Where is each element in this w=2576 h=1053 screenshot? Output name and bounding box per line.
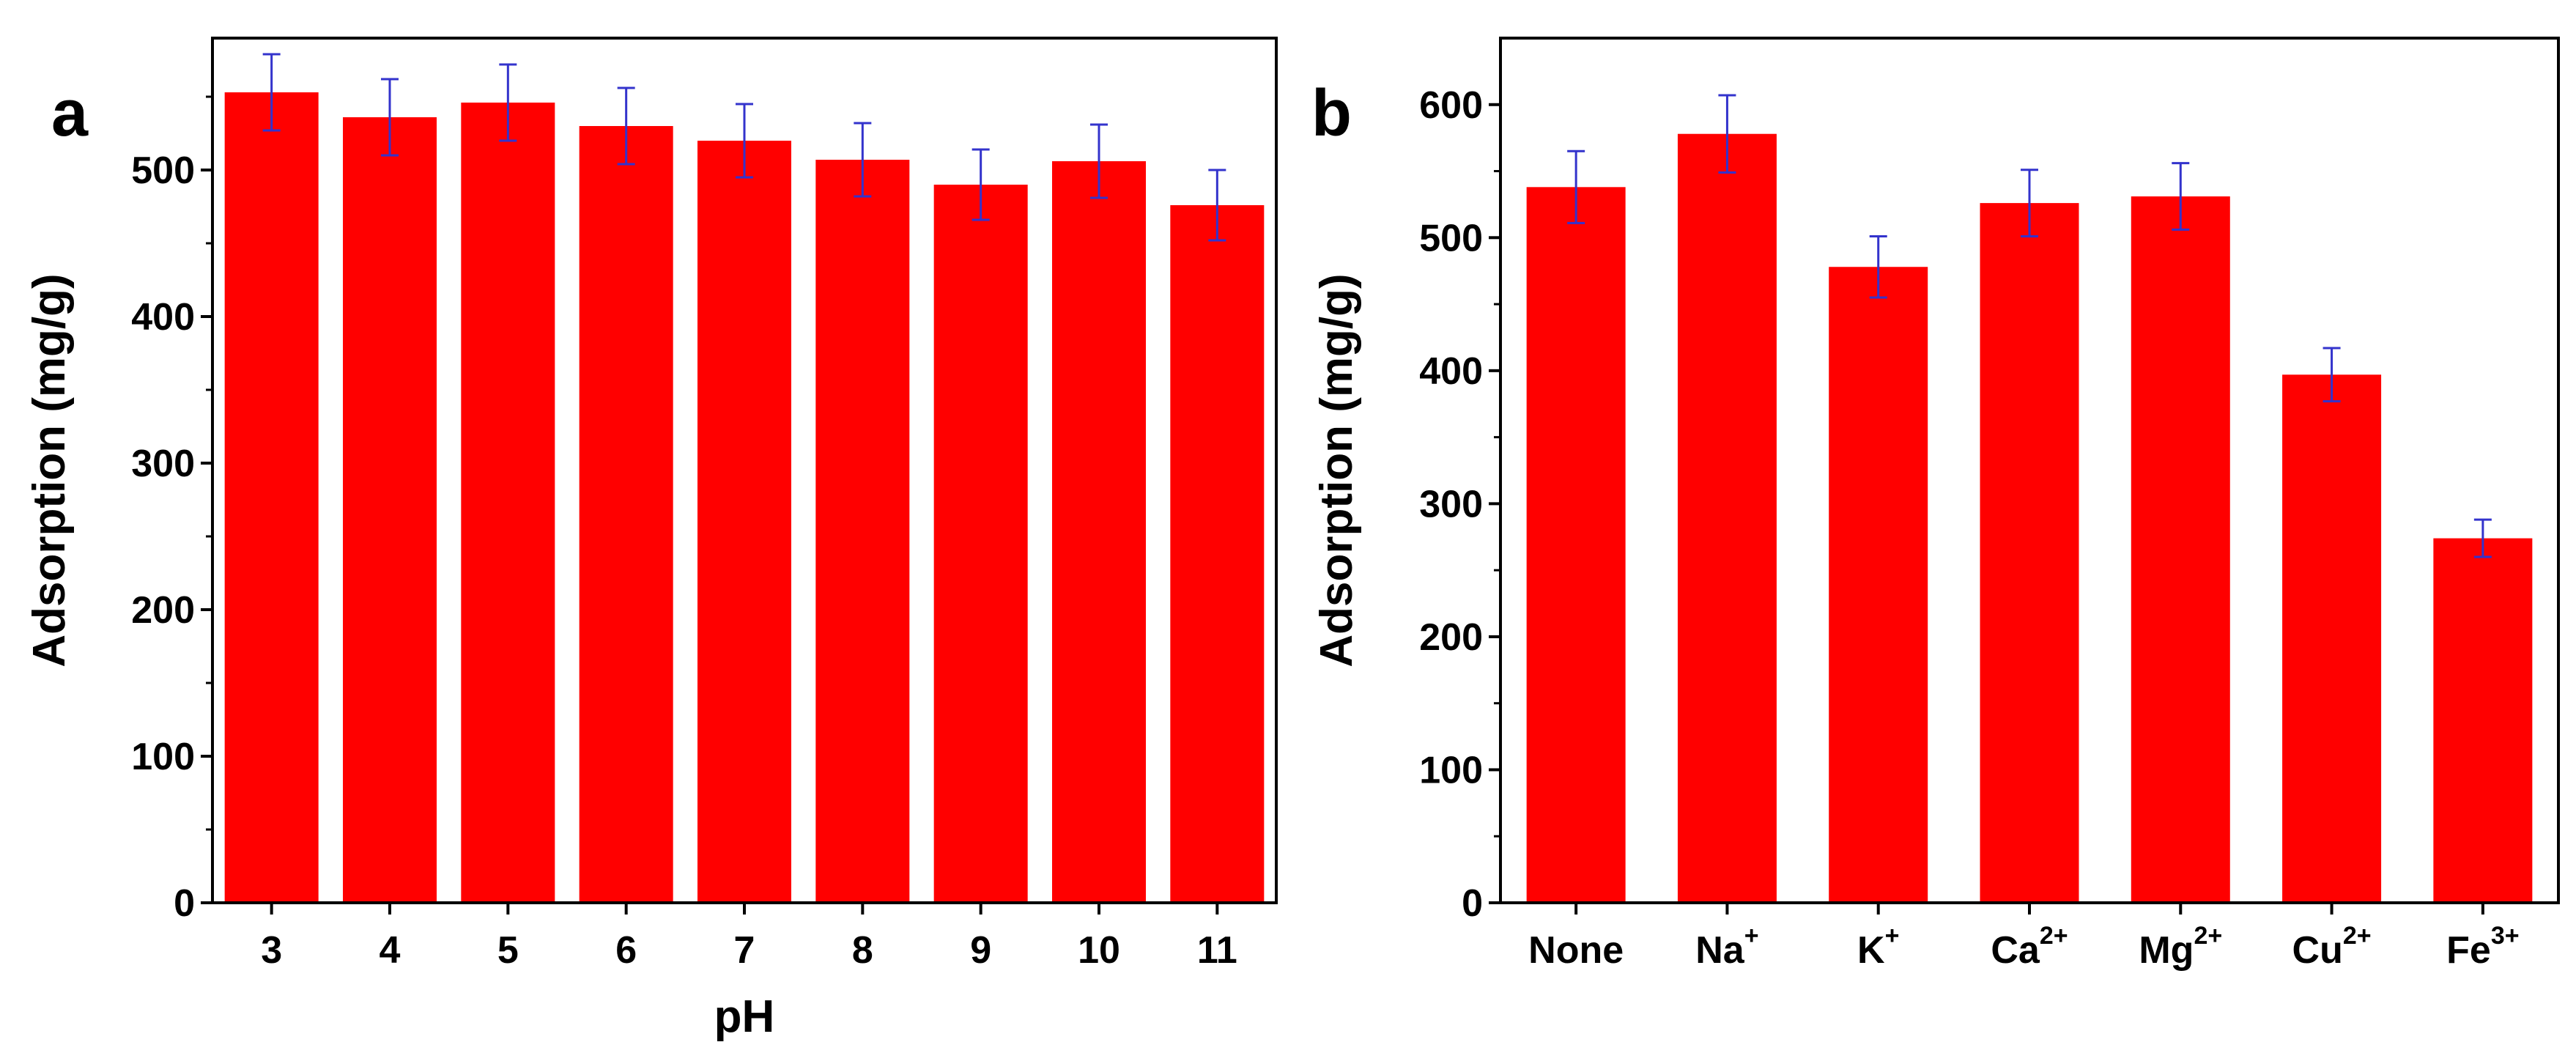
panel-label: b xyxy=(1311,77,1352,150)
x-tick-label-4: Mg2+ xyxy=(2139,922,2222,972)
x-axis-title: pH xyxy=(714,991,775,1042)
x-tick-label-6: Fe3+ xyxy=(2446,922,2519,972)
error-bar-4 xyxy=(736,103,753,179)
x-tick-label-8: 11 xyxy=(1197,929,1237,972)
error-bar-6 xyxy=(2473,518,2492,558)
error-bar-4 xyxy=(2172,162,2190,231)
panel-a: 0 100 200 300 400 500 3 4 5 6 7 8 9 10 11 Adsorption (m… xyxy=(24,37,1278,1042)
y-tick-label-5: 500 xyxy=(131,149,195,192)
y-tick-label-2: 200 xyxy=(1419,616,1483,659)
bar-4 xyxy=(697,141,791,903)
x-tick-label-0: 3 xyxy=(261,929,282,972)
error-bar-6 xyxy=(971,148,990,221)
bar-6 xyxy=(933,185,1028,903)
bar-2 xyxy=(1829,267,1928,903)
error-bar-3 xyxy=(617,86,635,166)
error-bar-3 xyxy=(2021,169,2038,237)
bar-5 xyxy=(2282,374,2382,903)
error-bar-2 xyxy=(499,63,517,142)
y-tick-label-6: 600 xyxy=(1419,84,1483,127)
error-bar-1 xyxy=(1718,94,1736,174)
x-tick-label-2: 5 xyxy=(497,929,519,972)
bar-3 xyxy=(579,126,673,903)
y-tick-label-1: 100 xyxy=(1419,749,1483,791)
error-bar-2 xyxy=(1869,234,1887,299)
x-tick-label-1: Na+ xyxy=(1695,922,1758,972)
bar-0 xyxy=(1526,187,1626,904)
y-tick-label-3: 300 xyxy=(131,443,195,485)
panel-label: a xyxy=(51,77,89,150)
error-bar-1 xyxy=(381,78,399,157)
bar-7 xyxy=(1052,161,1146,903)
y-tick-label-5: 500 xyxy=(1419,217,1483,259)
y-tick-label-2: 200 xyxy=(131,589,195,632)
x-tick-label-1: 4 xyxy=(380,929,401,972)
x-tick-label-0: None xyxy=(1528,929,1624,972)
y-tick-label-4: 400 xyxy=(131,296,195,339)
x-tick-label-3: Ca2+ xyxy=(1991,922,2068,972)
bar-4 xyxy=(2131,196,2230,903)
error-bar-5 xyxy=(2323,347,2341,403)
bar-8 xyxy=(1170,205,1265,903)
error-bar-0 xyxy=(1567,149,1585,224)
y-tick-label-0: 0 xyxy=(1462,882,1483,925)
error-bar-8 xyxy=(1208,169,1226,242)
error-bar-0 xyxy=(262,53,281,132)
x-tick-label-4: 7 xyxy=(734,929,755,972)
bar-3 xyxy=(1980,203,2079,904)
bar-0 xyxy=(224,92,319,903)
bar-2 xyxy=(461,103,555,903)
x-tick-label-3: 6 xyxy=(615,929,637,972)
bar-1 xyxy=(1677,133,1777,904)
x-tick-label-5: 8 xyxy=(852,929,873,972)
x-tick-label-6: 9 xyxy=(970,929,991,972)
bar-6 xyxy=(2433,538,2533,903)
panel-b: 0 100 200 300 400 500 600 None Na+ K+ Ca2+ Mg2+ Cu2+… xyxy=(1311,37,2560,972)
x-tick-label-7: 10 xyxy=(1078,929,1120,972)
bar-1 xyxy=(343,117,437,903)
y-tick-label-1: 100 xyxy=(131,736,195,778)
y-tick-label-0: 0 xyxy=(174,882,195,925)
y-tick-label-3: 300 xyxy=(1419,483,1483,525)
y-axis-title: Adsorption (mg/g) xyxy=(1311,273,1362,667)
y-tick-label-4: 400 xyxy=(1419,350,1483,393)
error-bar-7 xyxy=(1090,123,1108,199)
x-tick-label-5: Cu2+ xyxy=(2292,922,2372,972)
bar-5 xyxy=(815,160,910,903)
y-axis-title: Adsorption (mg/g) xyxy=(24,273,75,667)
x-tick-label-2: K+ xyxy=(1857,922,1899,972)
error-bar-5 xyxy=(854,122,872,198)
